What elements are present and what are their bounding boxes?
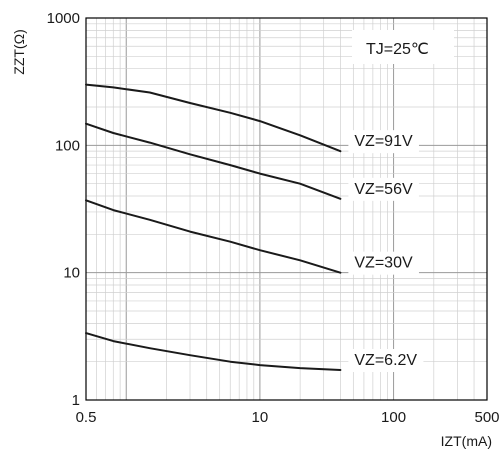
series-line xyxy=(85,332,342,371)
series-label-text: VZ=91V xyxy=(354,133,413,150)
series-line xyxy=(85,199,342,274)
x-axis-label: IZT(mA) xyxy=(441,433,492,449)
condition-annotation: TJ=25℃ xyxy=(352,30,454,64)
x-tick-label: 500 xyxy=(474,409,499,426)
y-tick-label: 1000 xyxy=(47,10,80,27)
condition-label: TJ=25℃ xyxy=(366,41,429,58)
series-label: VZ=56V xyxy=(348,177,419,201)
grid xyxy=(86,18,487,400)
y-tick-label: 1 xyxy=(72,392,80,409)
series-label-text: VZ=6.2V xyxy=(354,352,417,369)
series-label: VZ=30V xyxy=(348,251,419,275)
series-line xyxy=(85,83,342,153)
series-label: VZ=91V xyxy=(348,130,419,154)
tick-labels: 0.5 10 100 500 1 10 100 1000 xyxy=(47,10,500,426)
series-layer: VZ=91V VZ=56V VZ=30V VZ=6.2V xyxy=(85,83,424,373)
x-tick-label: 10 xyxy=(252,409,269,426)
series-label-text: VZ=30V xyxy=(354,255,413,272)
y-tick-label: 10 xyxy=(63,265,80,282)
y-axis-label: ZZT(Ω) xyxy=(11,29,27,74)
series-line xyxy=(85,122,342,200)
x-tick-label: 100 xyxy=(381,409,406,426)
y-tick-label: 100 xyxy=(55,137,80,154)
x-tick-label: 0.5 xyxy=(76,409,97,426)
series-label-text: VZ=56V xyxy=(354,181,413,198)
plot-frame xyxy=(85,17,488,401)
series-label: VZ=6.2V xyxy=(348,349,424,373)
